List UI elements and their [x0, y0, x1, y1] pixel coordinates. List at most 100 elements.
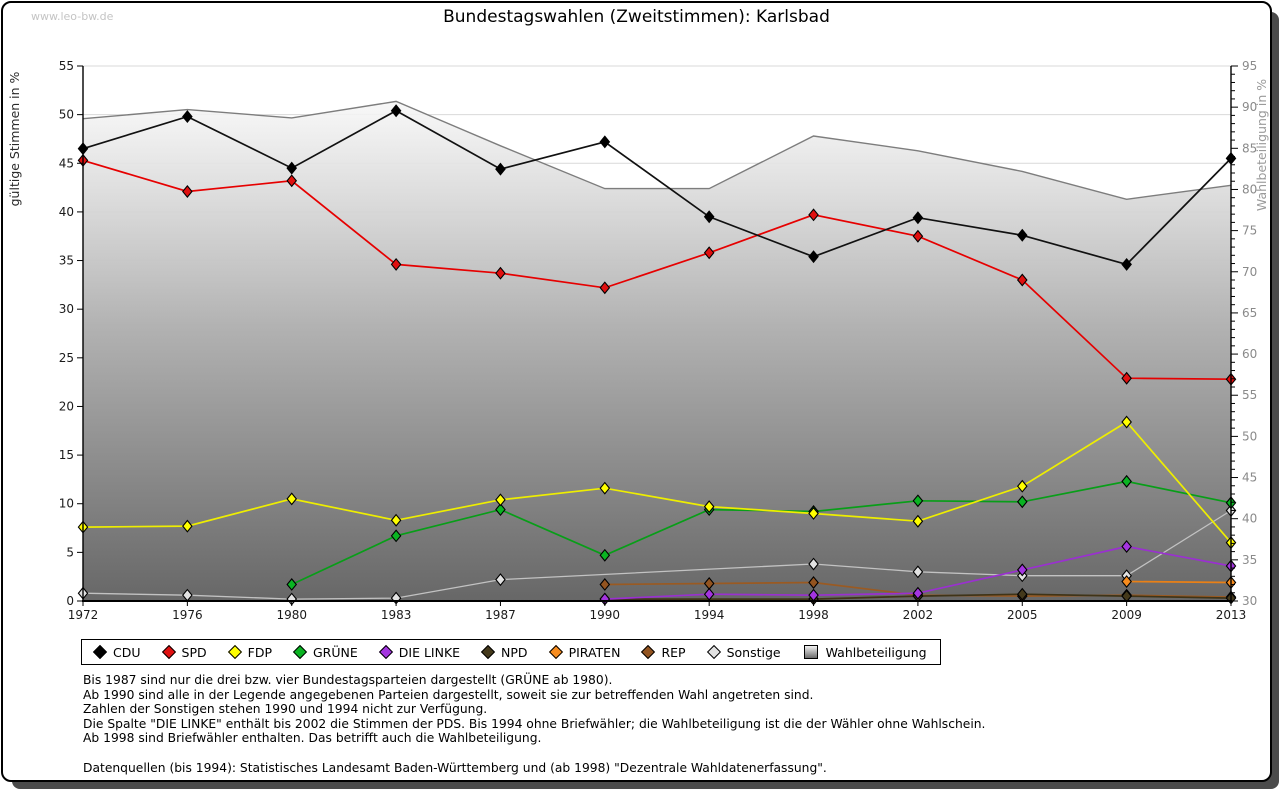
data-point-marker	[912, 229, 924, 243]
legend-item-die-linke: DIE LINKE	[378, 644, 461, 660]
data-point-marker	[390, 513, 402, 527]
data-point-marker	[599, 577, 611, 591]
data-point-marker	[599, 481, 611, 495]
left-tick-label: 40	[59, 205, 74, 219]
legend-item-spd: SPD	[161, 644, 207, 660]
data-point-marker	[808, 576, 819, 589]
data-point-marker	[495, 503, 506, 517]
data-point-marker	[1016, 228, 1028, 242]
right-tick-label: 75	[1242, 224, 1257, 238]
legend-item-wahlbeteiligung: Wahlbeteiligung	[803, 645, 927, 660]
left-axis-title: gültige Stimmen in %	[7, 71, 22, 206]
x-tick-label: 2005	[1007, 608, 1038, 622]
data-point-marker	[286, 492, 298, 506]
right-axis-title: Wahlbeteiligung in %	[1254, 79, 1269, 211]
party-legend-diamond	[706, 644, 721, 660]
footnote-line: Bis 1987 sind nur die drei bzw. vier Bun…	[83, 673, 613, 687]
party-legend-diamond	[92, 644, 108, 660]
right-tick-label: 35	[1242, 553, 1257, 567]
legend-item-cdu: CDU	[92, 644, 141, 660]
data-point-marker	[808, 208, 819, 222]
data-point-marker	[912, 494, 924, 508]
left-tick-label: 35	[59, 254, 74, 268]
legend-label: DIE LINKE	[398, 644, 461, 660]
legend-label: FDP	[247, 644, 272, 660]
party-legend-diamond	[641, 644, 656, 660]
legend-item-piraten: PIRATEN	[548, 645, 620, 660]
data-point-marker	[182, 519, 193, 533]
right-tick-label: 60	[1242, 347, 1257, 361]
data-point-marker	[390, 529, 402, 543]
x-tick-label: 1983	[381, 608, 412, 622]
data-point-marker	[1016, 273, 1028, 287]
chart-legend: CDU SPD FDP GRÜNE DIE LINKE NPD PIRATEN REP Sons…	[81, 639, 941, 665]
legend-item-rep: REP	[641, 644, 686, 660]
data-point-marker	[495, 573, 506, 587]
data-point-marker	[286, 161, 298, 175]
data-point-marker	[599, 548, 611, 562]
data-point-marker	[808, 506, 819, 520]
data-point-marker	[1016, 563, 1028, 577]
data-point-marker	[390, 257, 402, 271]
page-title: Bundestagswahlen (Zweitstimmen): Karlsba…	[443, 7, 830, 27]
turnout-legend-swatch	[803, 645, 818, 659]
footnote-line: Ab 1990 sind alle in der Legende angegeb…	[83, 687, 814, 702]
right-tick-label: 50	[1242, 429, 1257, 443]
party-legend-diamond	[378, 644, 393, 660]
left-tick-label: 45	[59, 156, 74, 170]
right-tick-label: 55	[1242, 388, 1257, 402]
data-point-marker	[808, 250, 819, 264]
chart-footnotes: Bis 1987 sind nur die drei bzw. vier Bun…	[83, 673, 985, 775]
right-tick-label: 30	[1242, 594, 1257, 608]
party-legend-diamond	[161, 644, 176, 660]
footnote-line: Zahlen der Sonstigen stehen 1990 und 199…	[83, 702, 488, 717]
data-point-marker	[703, 210, 715, 224]
data-point-marker	[599, 281, 611, 295]
left-tick-label: 30	[59, 302, 74, 316]
left-tick-label: 15	[59, 448, 74, 462]
data-point-marker	[286, 577, 298, 591]
left-tick-label: 0	[66, 594, 74, 608]
legend-item-grüne: GRÜNE	[292, 644, 358, 660]
x-tick-label: 2002	[903, 608, 934, 622]
right-tick-label: 85	[1242, 141, 1257, 155]
data-point-marker	[495, 162, 506, 176]
legend-label: GRÜNE	[312, 644, 358, 660]
data-point-marker	[1121, 415, 1132, 429]
right-tick-label: 65	[1242, 306, 1257, 320]
data-point-marker	[495, 266, 506, 280]
x-tick-label: 2013	[1216, 608, 1247, 622]
x-tick-label: 1990	[590, 608, 621, 622]
x-tick-label: 1987	[485, 608, 516, 622]
turnout-area	[83, 101, 1231, 602]
x-tick-label: 1998	[798, 608, 829, 622]
data-point-marker	[808, 557, 819, 571]
data-point-marker	[1121, 371, 1132, 385]
series-line-cdu	[82, 109, 1232, 266]
left-tick-label: 50	[59, 108, 74, 122]
legend-item-fdp: FDP	[227, 644, 272, 660]
left-tick-label: 20	[59, 399, 74, 413]
left-tick-label: 10	[59, 497, 74, 511]
chart-plot: 0 5 10 15 20 25 30 35 40 45 50 55 30 35 40 45 50 55 60 65 70…	[7, 59, 1269, 622]
turnout-line	[82, 100, 1232, 201]
data-point-marker	[495, 493, 506, 507]
data-point-marker	[1121, 540, 1132, 553]
series-line-sonstige	[82, 509, 1232, 600]
data-point-marker	[1121, 575, 1132, 589]
data-point-marker	[1016, 479, 1028, 493]
series-line-npd	[604, 593, 1232, 600]
legend-item-npd: NPD	[480, 645, 528, 660]
footnote-line: Ab 1998 sind Briefwähler enthalten. Das …	[83, 731, 542, 746]
right-tick-label: 90	[1242, 100, 1257, 114]
series-line-fdp	[82, 420, 1232, 544]
data-point-marker	[912, 211, 924, 225]
data-point-marker	[703, 587, 715, 601]
right-tick-label: 80	[1242, 182, 1257, 196]
legend-label: CDU	[113, 644, 141, 660]
right-tick-label: 95	[1242, 59, 1257, 73]
right-tick-label: 40	[1242, 512, 1257, 526]
data-point-marker	[912, 565, 924, 579]
data-point-marker	[1016, 495, 1028, 509]
